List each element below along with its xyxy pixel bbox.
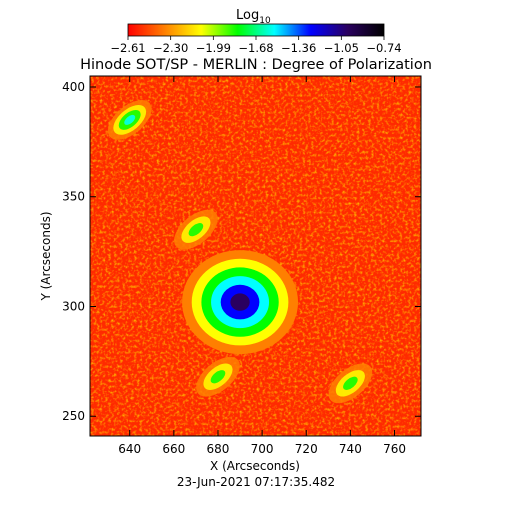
colorbar-tick-label: −1.05 xyxy=(324,41,359,55)
x-tick-label: 700 xyxy=(251,442,274,456)
sunspot-ring xyxy=(230,293,250,311)
colorbar-tick-label: −1.68 xyxy=(238,41,273,55)
x-tick-label: 740 xyxy=(339,442,362,456)
plage-blob xyxy=(188,223,204,237)
plot-frame xyxy=(89,75,422,437)
colorbar xyxy=(127,23,385,37)
x-tick-label: 660 xyxy=(162,442,185,456)
colorbar-ticks: −2.61 −2.30 −1.99 −1.68 −1.36 −1.05 −0.74 xyxy=(110,36,402,55)
colorbar-tick-label: −1.36 xyxy=(281,41,316,55)
x-tick-label: 760 xyxy=(383,442,406,456)
x-axis: 640 660 680 700 720 740 760 xyxy=(118,76,406,456)
colorbar-tick-label: −0.74 xyxy=(366,41,401,55)
colorbar-tick-label: −2.30 xyxy=(153,41,188,55)
x-tick-label: 680 xyxy=(207,442,230,456)
chart-title: Hinode SOT/SP - MERLIN : Degree of Polar… xyxy=(80,57,432,73)
heatmap-features xyxy=(107,100,373,404)
y-axis: 250 300 350 400 xyxy=(62,80,421,423)
x-tick-label: 640 xyxy=(118,442,141,456)
y-tick-label: 350 xyxy=(62,190,85,204)
y-tick-label: 400 xyxy=(62,80,85,94)
y-axis-label: Y (Arcseconds) xyxy=(39,211,53,301)
colorbar-label: Log10 xyxy=(236,8,271,26)
y-tick-label: 300 xyxy=(62,299,85,313)
y-tick-label: 250 xyxy=(62,409,85,423)
heatmap-area xyxy=(90,76,421,436)
plage-blob xyxy=(343,376,358,390)
x-axis-label: X (Arcseconds) xyxy=(210,459,300,473)
plage-blob xyxy=(210,370,226,384)
x-tick-label: 720 xyxy=(295,442,318,456)
colorbar-tick-label: −2.61 xyxy=(110,41,145,55)
timestamp-footer: 23-Jun-2021 07:17:35.482 xyxy=(177,475,335,489)
colorbar-tick-label: −1.99 xyxy=(196,41,231,55)
plage-blob xyxy=(124,114,136,125)
